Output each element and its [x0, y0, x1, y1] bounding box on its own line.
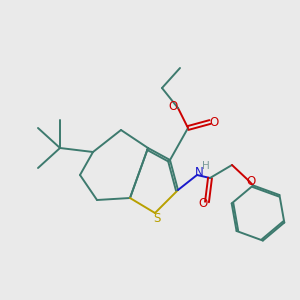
- Text: O: O: [168, 100, 178, 113]
- Text: O: O: [199, 197, 208, 210]
- Text: O: O: [209, 116, 218, 128]
- Text: N: N: [195, 167, 203, 179]
- Text: O: O: [246, 175, 255, 188]
- Text: H: H: [202, 161, 210, 171]
- Text: S: S: [154, 212, 161, 225]
